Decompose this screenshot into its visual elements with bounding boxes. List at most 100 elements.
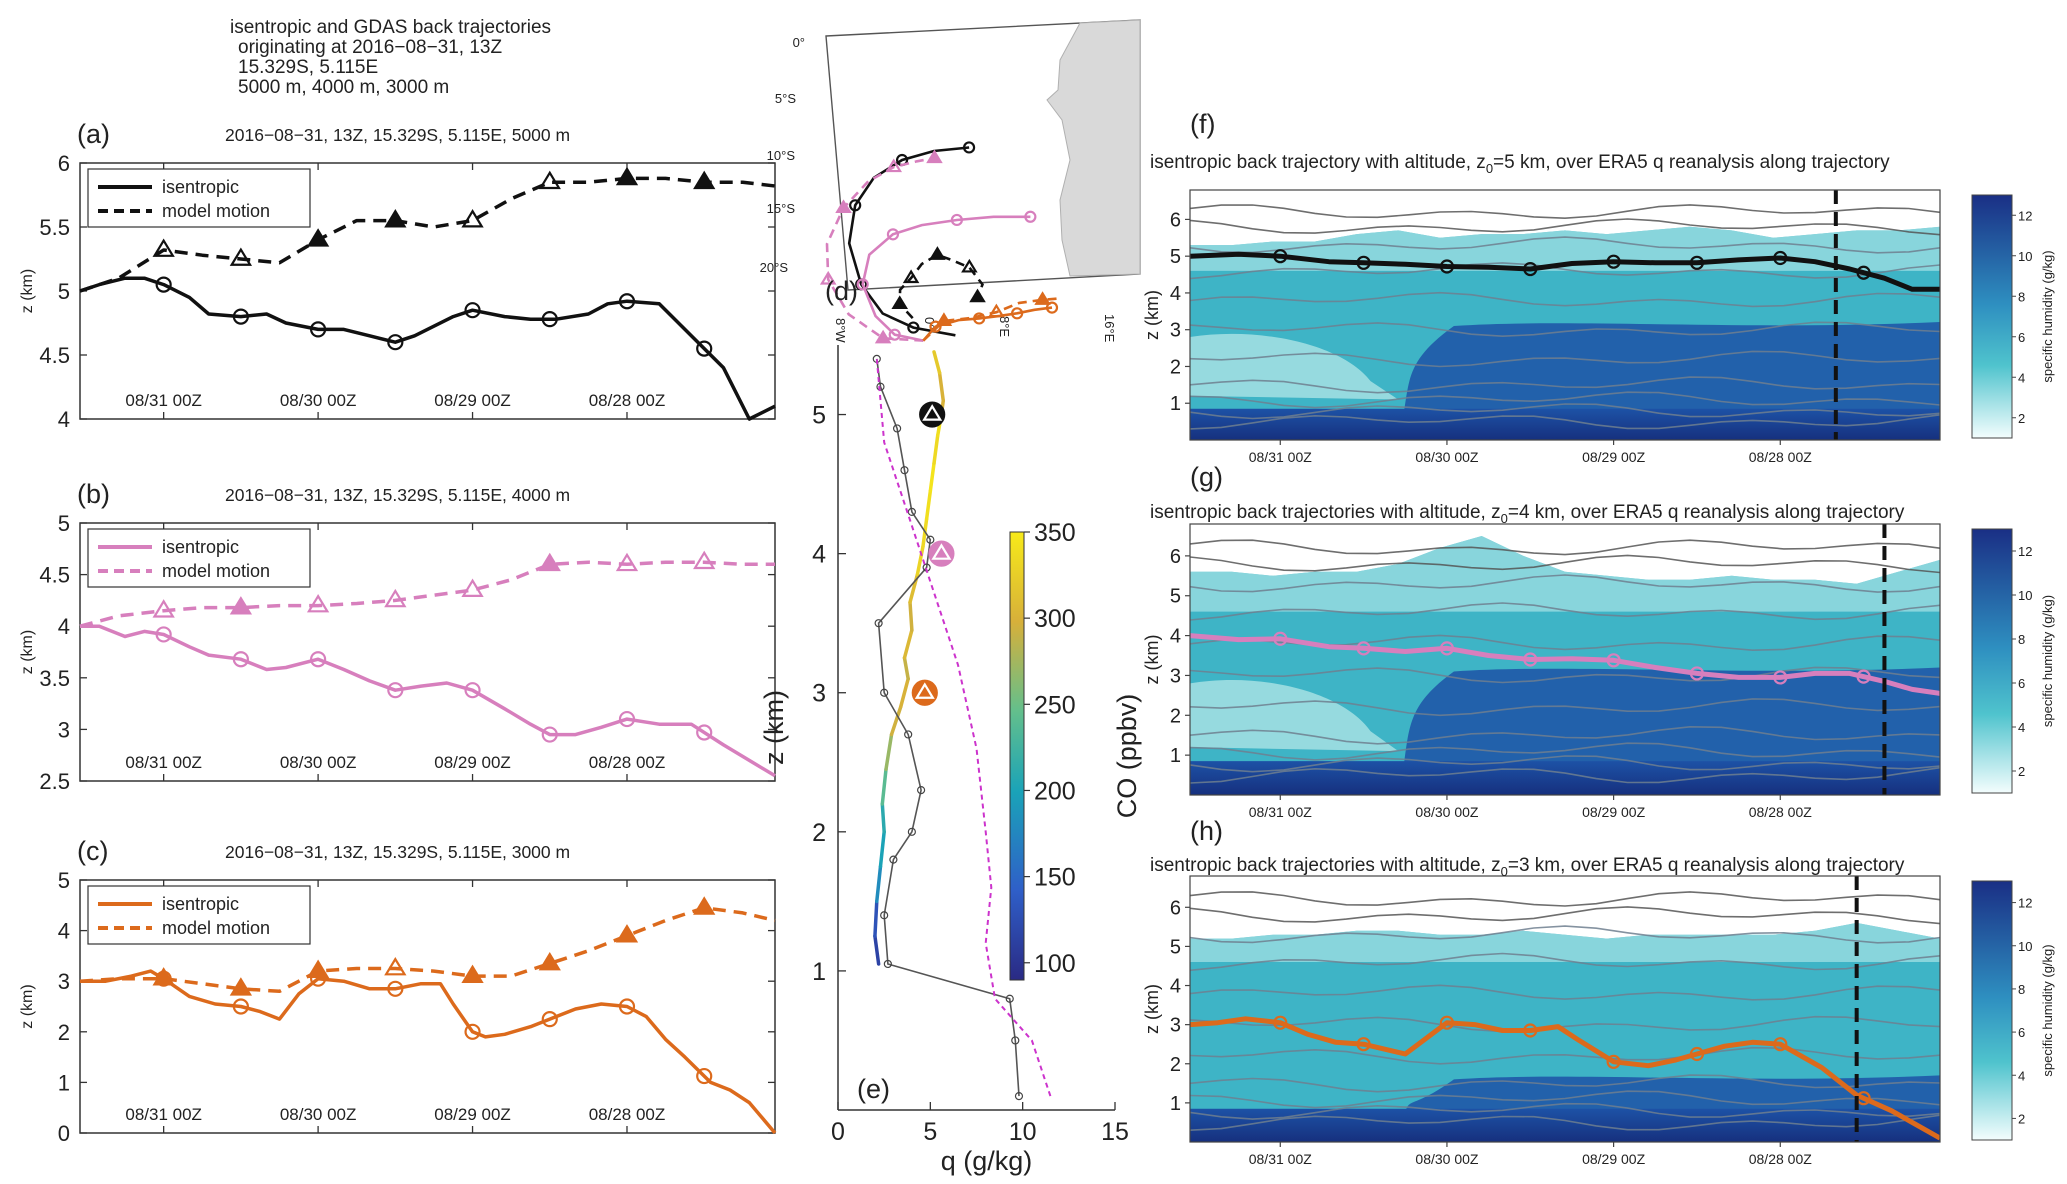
trajectory-track — [922, 297, 1058, 342]
colorbar-tick-label: 6 — [2018, 330, 2025, 345]
colorbar-tick-label: 8 — [2018, 632, 2025, 647]
theta-contour — [1190, 1090, 1940, 1109]
track-marker — [849, 199, 862, 212]
data-point — [310, 651, 327, 668]
y-axis-label: z (km) — [19, 630, 36, 674]
track-marker — [950, 213, 964, 227]
trajectory-line — [1190, 251, 1940, 292]
start-level-triangle — [931, 543, 952, 560]
theta-contour — [1190, 539, 1940, 556]
map-lon-label: 8°W — [833, 318, 848, 343]
track-marker — [1024, 210, 1037, 223]
y-tick-label: 3 — [812, 680, 826, 708]
co-profile-segment — [924, 489, 933, 521]
data-point — [618, 998, 636, 1015]
trajectory-marker — [1273, 1015, 1288, 1030]
data-point — [541, 1011, 558, 1028]
x-tick-label: 08/29 00Z — [1582, 1151, 1645, 1167]
map-lon-label: 8°E — [997, 316, 1012, 337]
data-point — [229, 977, 253, 996]
x-tick-label: 08/30 00Z — [280, 1105, 357, 1124]
x-tick-label: 08/29 00Z — [1582, 449, 1645, 465]
x-tick-label: 08/28 00Z — [1749, 449, 1812, 465]
y-tick-label: 3 — [58, 717, 70, 742]
trajectory-marker — [1773, 1037, 1788, 1052]
trajectory-marker — [1273, 631, 1288, 646]
legend-label: isentropic — [162, 894, 239, 914]
panel-label: (c) — [77, 836, 108, 866]
panel-label: (e) — [857, 1074, 890, 1104]
series-line-isentropic — [79, 276, 776, 421]
map-lat-label: 0° — [793, 35, 805, 50]
data-point — [538, 170, 561, 190]
x-tick-label: 08/29 00Z — [434, 1105, 511, 1124]
colorbar-tick-label: 8 — [2018, 289, 2025, 304]
x-tick-label: 08/31 00Z — [1249, 804, 1312, 820]
track-marker — [888, 328, 901, 341]
data-point — [461, 578, 484, 597]
title-main: isentropic back trajectories with altitu… — [1150, 502, 1501, 523]
co-profile-segment — [937, 371, 946, 403]
data-point — [387, 980, 404, 997]
y-axis-label: z (km) — [19, 269, 36, 313]
title-subscript: 0 — [1501, 511, 1508, 526]
legend-label: isentropic — [162, 537, 239, 557]
theta-contour — [1190, 554, 1940, 574]
track-marker — [969, 288, 986, 303]
colorbar-tick-label: 250 — [1034, 691, 1076, 719]
y-tick-label: 5 — [1170, 246, 1181, 268]
theta-contour — [1190, 403, 1940, 420]
colorbar-tick-label: 150 — [1034, 864, 1076, 892]
title-rest: =3 km, over ERA5 q reanalysis along traj… — [1508, 855, 1905, 876]
grey-profile — [876, 358, 1020, 1097]
trajectory-marker — [1606, 1054, 1621, 1069]
profile-point — [883, 959, 892, 969]
co-profile-segment — [902, 628, 914, 660]
y-tick-label: 3.5 — [39, 666, 70, 691]
track-marker — [961, 258, 978, 273]
track-marker — [1045, 301, 1059, 314]
colorbar-tick-label: 350 — [1034, 519, 1076, 547]
theta-contour — [1190, 1046, 1940, 1065]
data-point — [538, 552, 561, 572]
theta-contour — [1190, 376, 1940, 394]
trajectory-marker — [1689, 666, 1705, 681]
x-tick-label: 08/30 00Z — [1415, 1151, 1478, 1167]
humidity-colorbar — [1971, 194, 2013, 439]
y-tick-label: 6 — [1170, 897, 1181, 919]
trajectory-marker — [1439, 259, 1455, 274]
header-line-2: originating at 2016−08−31, 13Z — [238, 37, 503, 58]
trajectory-marker — [1273, 249, 1288, 264]
header-line-4: 5000 m, 4000 m, 3000 m — [238, 77, 450, 98]
y-tick-label: 4 — [58, 919, 70, 944]
profile-point — [880, 688, 889, 697]
series-line-model-motion — [79, 560, 775, 628]
trajectory-marker — [1439, 1015, 1455, 1030]
plot-frame — [79, 879, 776, 1134]
data-point — [384, 209, 407, 228]
panel-title: 2016−08−31, 13Z, 15.329S, 5.115E, 5000 m — [225, 125, 570, 145]
colorbar-tick-label: 6 — [2018, 676, 2025, 691]
co-profile-segment — [902, 656, 910, 681]
colorbar-tick-label: 100 — [1034, 950, 1076, 978]
theta-contour — [1190, 602, 1940, 621]
data-point — [229, 596, 253, 615]
track-marker — [891, 295, 909, 310]
co-profile-segment — [889, 704, 903, 737]
data-point — [384, 957, 407, 976]
track-marker — [935, 312, 953, 326]
x-tick-label: 08/29 00Z — [434, 391, 511, 410]
panel-label: (f) — [1190, 109, 1215, 139]
x-tick-label: 08/28 00Z — [589, 753, 666, 772]
theta-contour — [1190, 952, 1940, 972]
map-lon-label: 0° — [922, 317, 937, 329]
trajectory-marker — [1523, 261, 1538, 277]
trajectory-line — [1190, 633, 1940, 696]
theta-contour — [1190, 236, 1940, 254]
panel-c: (c) 2016−08−31, 13Z, 15.329S, 5.115E, 300… — [19, 836, 777, 1146]
plot-frame — [1189, 523, 1941, 796]
co-profile-segment — [873, 934, 881, 966]
dry-patch — [1190, 679, 1399, 752]
